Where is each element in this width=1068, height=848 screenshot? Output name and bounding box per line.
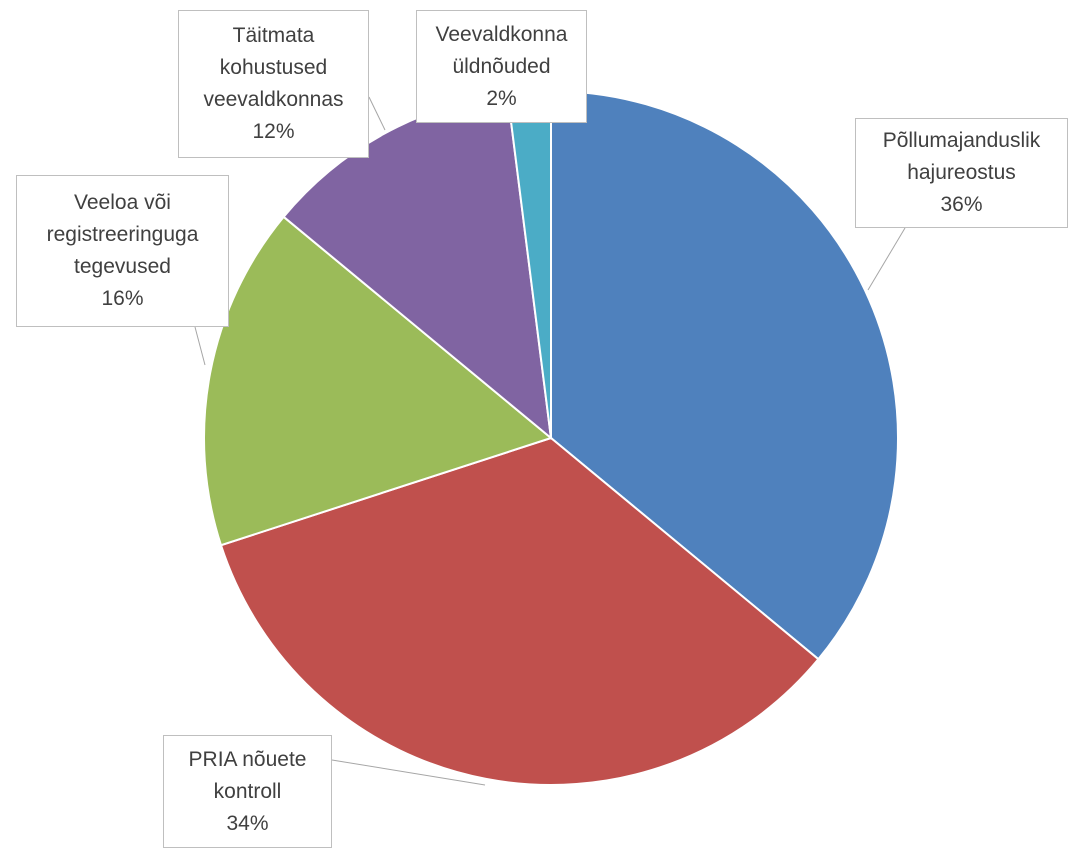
- pie-slice: [219, 436, 820, 786]
- value-label: 36%: [940, 193, 983, 216]
- data-label: Veeloa või registreeringuga tegevused 16%: [16, 175, 229, 327]
- value-label: 34%: [226, 811, 269, 835]
- value-label: 16%: [101, 287, 144, 310]
- leader-line: [867, 227, 906, 291]
- leader-line: [368, 96, 386, 131]
- category-label: Põllumajanduslik hajureostus: [882, 129, 1041, 184]
- category-label: Veeloa või registreeringuga tegevused: [46, 191, 199, 278]
- category-label: Täitmata kohustused veevaldkonnas: [203, 24, 344, 111]
- pie-slice: [203, 215, 554, 547]
- leader-line: [331, 759, 486, 786]
- data-label: Täitmata kohustused veevaldkonnas 12%: [178, 10, 369, 158]
- value-label: 12%: [252, 120, 295, 143]
- leader-line: [194, 326, 206, 366]
- category-label: PRIA nõuete kontroll: [188, 747, 307, 803]
- pie-slice: [550, 89, 899, 661]
- value-label: 2%: [486, 86, 517, 110]
- data-label: PRIA nõuete kontroll 34%: [163, 735, 332, 848]
- data-label: Põllumajanduslik hajureostus 36%: [855, 118, 1068, 228]
- data-label: Veevaldkonna üldnõuded 2%: [416, 10, 587, 123]
- category-label: Veevaldkonna üldnõuded: [435, 22, 568, 78]
